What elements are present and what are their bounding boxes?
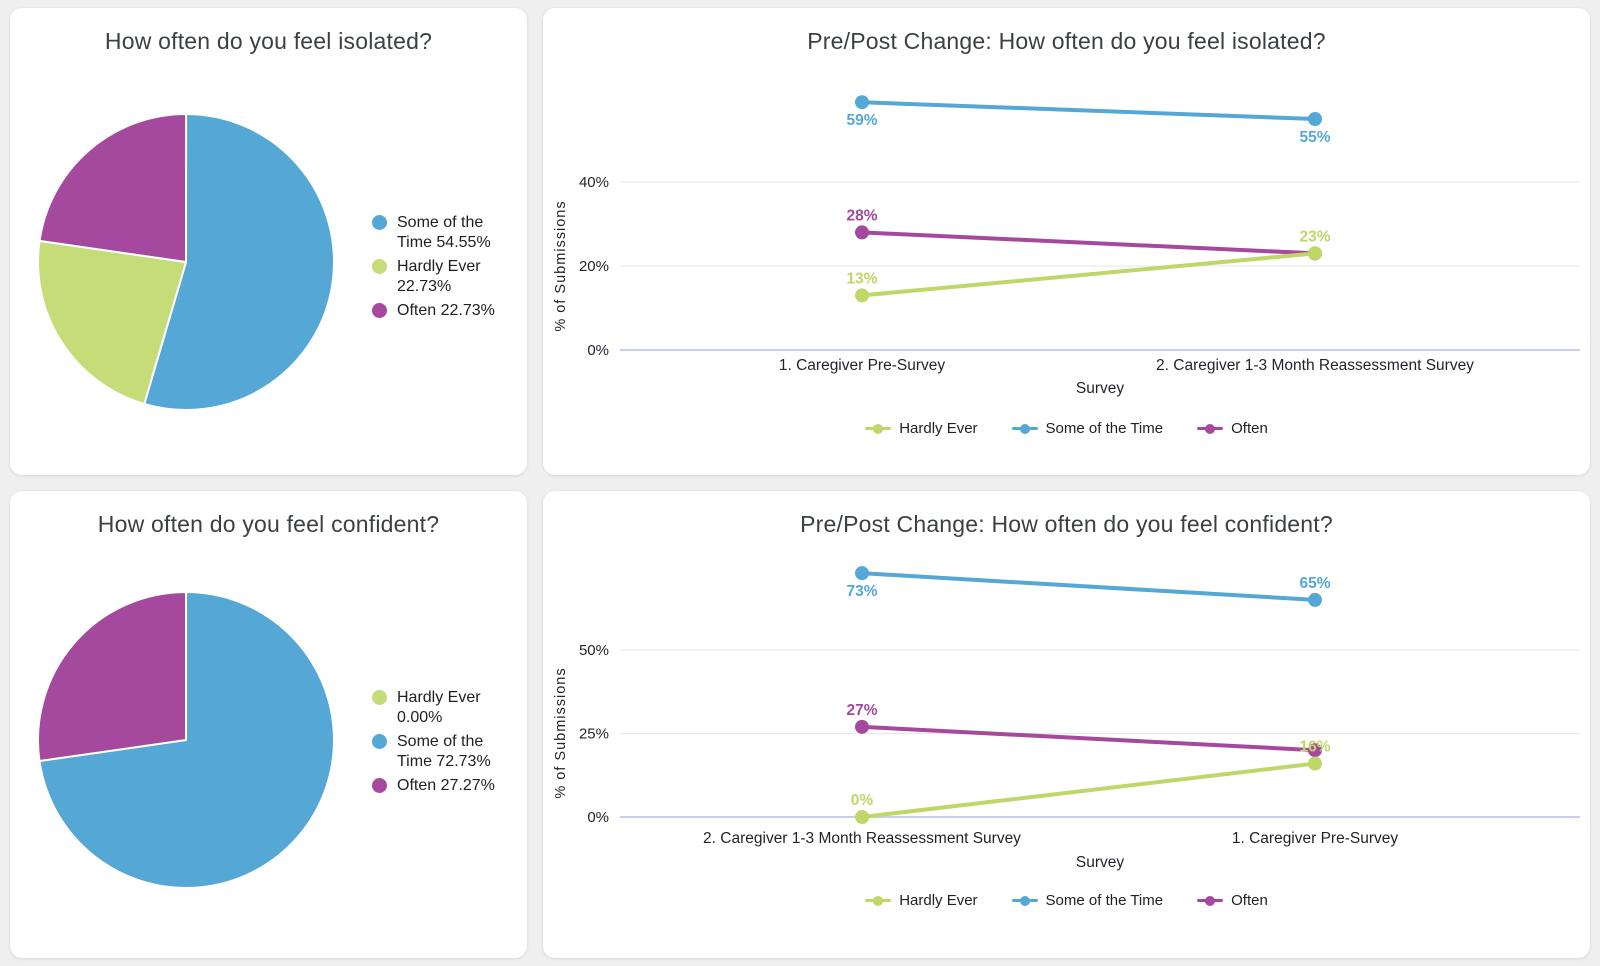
- data-point-some-of-the-time[interactable]: [855, 566, 869, 581]
- data-point-hardly-ever[interactable]: [855, 288, 869, 303]
- y-axis-tick-label: 50%: [579, 642, 609, 659]
- legend-label: Some of the Time 72.73%: [397, 733, 491, 770]
- legend-label: Some of the Time: [1045, 892, 1164, 909]
- legend-dot: [372, 690, 387, 705]
- x-axis-title: Survey: [1076, 380, 1124, 397]
- line-card-confident: Pre/Post Change: How often do you feel c…: [543, 491, 1590, 958]
- y-axis-title: % of Submissions: [553, 667, 569, 798]
- value-label: 73%: [846, 583, 877, 600]
- pie-slice-hardly-ever[interactable]: [37, 239, 187, 405]
- line-legend: Hardly Ever Some of the Time Often: [543, 892, 1590, 909]
- legend-item-some-of-the-time[interactable]: Some of the Time: [1011, 892, 1164, 909]
- legend-label: Some of the Time: [1045, 420, 1164, 437]
- pie-chart-confident: [37, 591, 335, 889]
- y-axis-tick-label: 20%: [579, 258, 609, 275]
- legend-item-often[interactable]: Often: [1197, 420, 1268, 437]
- y-axis-tick-label: 0%: [587, 809, 609, 826]
- line-card-isolated: Pre/Post Change: How often do you feel i…: [543, 8, 1590, 475]
- value-label: 28%: [846, 207, 877, 224]
- legend-dot: [372, 303, 387, 318]
- value-label: 27%: [846, 702, 877, 719]
- legend-dot: [372, 259, 387, 274]
- legend-item-often[interactable]: Often: [1197, 892, 1268, 909]
- x-axis-tick-label: 2. Caregiver 1-3 Month Reassessment Surv…: [703, 830, 1021, 847]
- legend-item-hardly-ever[interactable]: Hardly Ever: [865, 420, 978, 437]
- pie-legend: Some of the Time 54.55% Hardly Ever 22.73…: [372, 213, 511, 321]
- legend-item-some-of-the-time[interactable]: Some of the Time 54.55%: [372, 213, 511, 253]
- y-axis-title: % of Submissions: [553, 200, 569, 331]
- legend-label: Often: [1231, 892, 1268, 909]
- value-label: 65%: [1299, 575, 1330, 592]
- line-chart-confident: 0% 25% 50% % of Submissions 2. Caregiver 1-3…: [553, 566, 1580, 871]
- legend-line-dot-marker: [865, 895, 892, 907]
- value-label: 23%: [1299, 228, 1330, 245]
- data-point-some-of-the-time[interactable]: [1308, 592, 1322, 607]
- chart-title: How often do you feel isolated?: [104, 28, 433, 54]
- legend-label: Often: [1231, 420, 1268, 437]
- value-label: 0%: [851, 792, 874, 809]
- legend-line-dot-marker: [1197, 423, 1224, 435]
- pie-legend: Hardly Ever 0.00% Some of the Time 72.73%…: [372, 688, 511, 796]
- data-point-often[interactable]: [855, 225, 869, 240]
- legend-item-hardly-ever[interactable]: Hardly Ever: [865, 892, 978, 909]
- legend-item-some-of-the-time[interactable]: Some of the Time 72.73%: [372, 732, 511, 772]
- data-point-some-of-the-time[interactable]: [855, 95, 869, 110]
- pie-card-confident: How often do you feel confident? Hardly …: [10, 491, 527, 958]
- legend-label: Hardly Ever 22.73%: [397, 258, 481, 295]
- line-legend: Hardly Ever Some of the Time Often: [543, 420, 1590, 437]
- y-axis-tick-label: 0%: [587, 342, 609, 359]
- data-point-hardly-ever[interactable]: [1308, 756, 1322, 771]
- pie-chart-isolated: [37, 113, 335, 411]
- value-label: 13%: [846, 270, 877, 287]
- chart-title: Pre/Post Change: How often do you feel i…: [807, 28, 1326, 54]
- x-axis-tick-label: 1. Caregiver Pre-Survey: [779, 357, 946, 374]
- data-point-hardly-ever[interactable]: [1308, 246, 1322, 261]
- x-axis-tick-label: 1. Caregiver Pre-Survey: [1232, 830, 1399, 847]
- legend-line-dot-marker: [865, 423, 892, 435]
- x-axis-title: Survey: [1076, 854, 1124, 871]
- legend-label: Hardly Ever: [899, 892, 978, 909]
- series-line-some-of-the-time: [860, 571, 1317, 602]
- legend-label: Some of the Time 54.55%: [397, 214, 491, 251]
- value-label: 55%: [1299, 129, 1330, 146]
- legend-dot: [372, 215, 387, 230]
- series-line-hardly-ever: [860, 761, 1317, 819]
- legend-item-often[interactable]: Often 22.73%: [372, 301, 511, 321]
- legend-line-dot-marker: [1011, 895, 1038, 907]
- data-point-some-of-the-time[interactable]: [1308, 112, 1322, 126]
- data-point-often[interactable]: [855, 719, 869, 734]
- y-axis-tick-label: 25%: [579, 726, 609, 743]
- pie-slice-often[interactable]: [37, 591, 187, 763]
- data-point-hardly-ever[interactable]: [855, 810, 869, 824]
- series-line-often: [860, 724, 1317, 753]
- value-label: 16%: [1299, 739, 1330, 756]
- y-axis-tick-label: 40%: [579, 174, 609, 191]
- legend-label: Often 22.73%: [397, 302, 495, 319]
- legend-line-dot-marker: [1197, 895, 1224, 907]
- legend-dot: [372, 734, 387, 749]
- value-label: 59%: [846, 112, 877, 129]
- legend-dot: [372, 778, 387, 793]
- series-line-some-of-the-time: [860, 100, 1317, 121]
- pie-slice-some-of-the-time[interactable]: [143, 113, 335, 411]
- chart-title: How often do you feel confident?: [97, 511, 440, 537]
- legend-label: Hardly Ever: [899, 420, 978, 437]
- legend-label: Often 27.27%: [397, 777, 495, 794]
- pie-card-isolated: How often do you feel isolated? Some of …: [10, 8, 527, 475]
- legend-line-dot-marker: [1011, 423, 1038, 435]
- chart-title: Pre/Post Change: How often do you feel c…: [800, 511, 1333, 537]
- legend-item-some-of-the-time[interactable]: Some of the Time: [1011, 420, 1164, 437]
- line-chart-isolated: 0% 20% 40% % of Submissions 1. Caregiver Pre…: [553, 95, 1580, 397]
- legend-item-often[interactable]: Often 27.27%: [372, 776, 511, 796]
- data-point-often[interactable]: [1308, 743, 1322, 758]
- series-line-often: [860, 230, 1317, 256]
- legend-item-hardly-ever[interactable]: Hardly Ever 22.73%: [372, 257, 511, 297]
- legend-item-hardly-ever[interactable]: Hardly Ever 0.00%: [372, 688, 511, 728]
- series-line-hardly-ever: [860, 251, 1317, 298]
- pie-slice-often[interactable]: [38, 113, 188, 263]
- legend-label: Hardly Ever 0.00%: [397, 689, 481, 726]
- x-axis-tick-label: 2. Caregiver 1-3 Month Reassessment Surv…: [1156, 357, 1474, 374]
